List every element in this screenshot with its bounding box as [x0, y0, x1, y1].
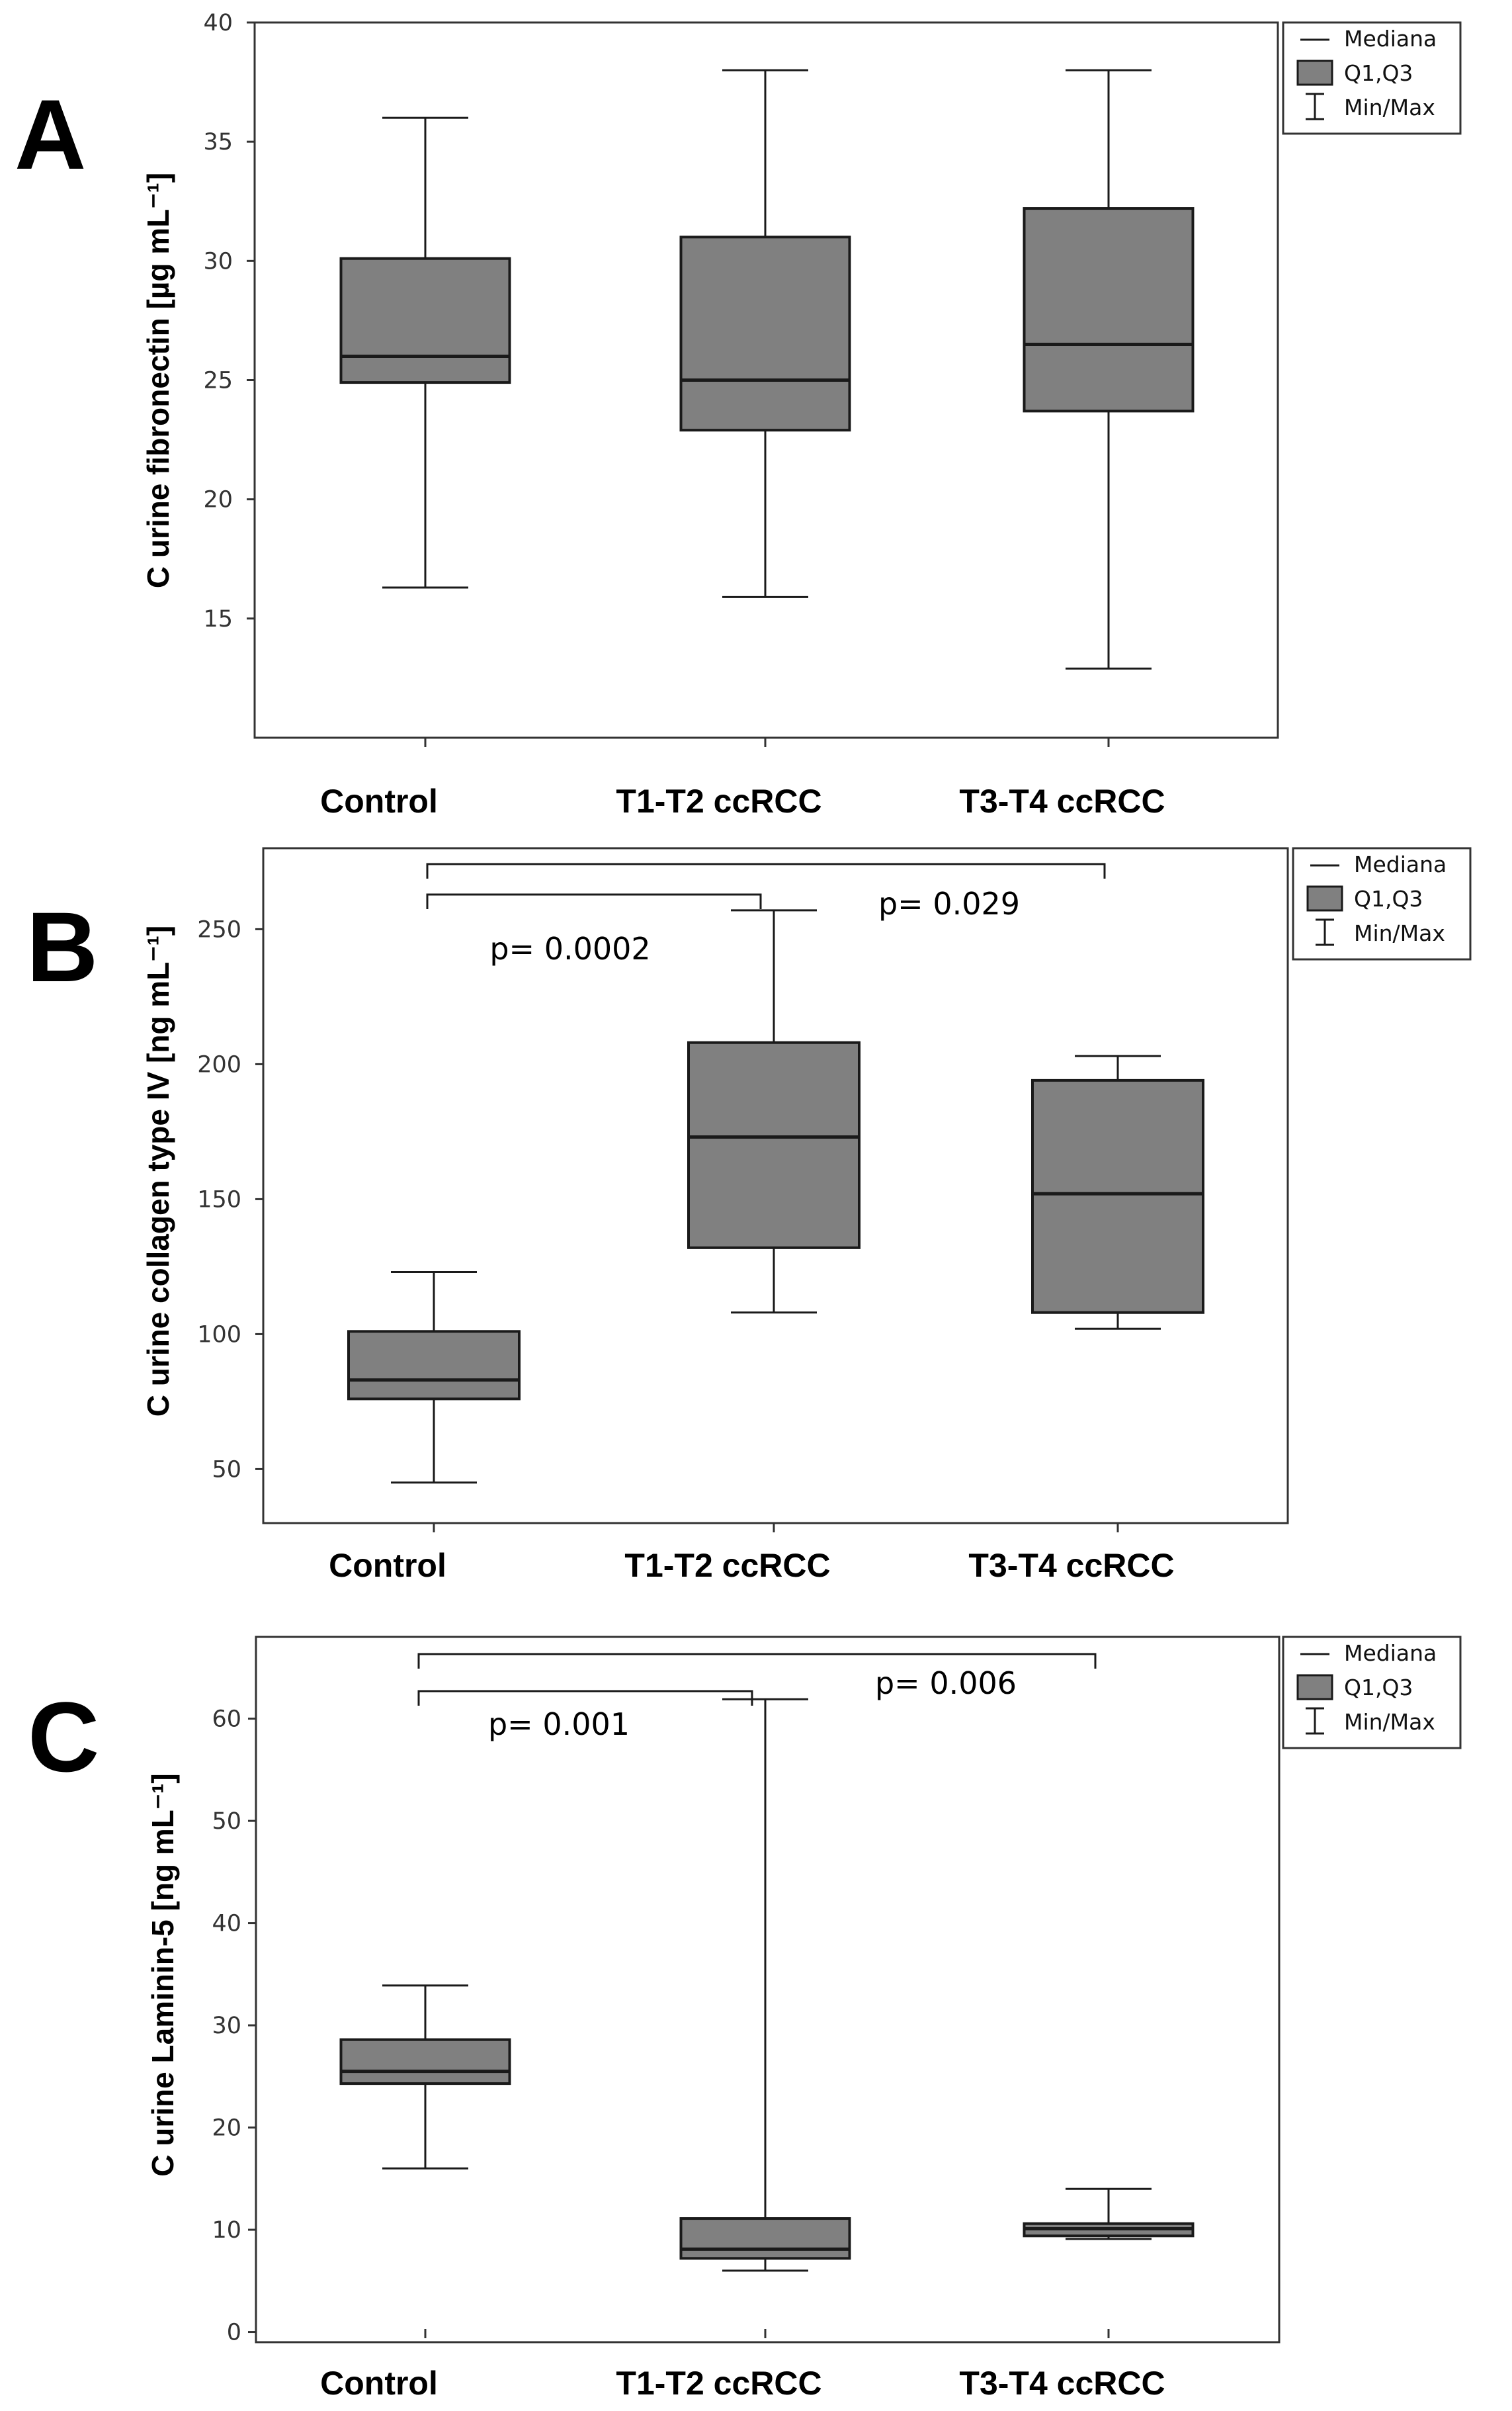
plot-frame [255, 1636, 1281, 2344]
y-tick-label: 30 [212, 2013, 241, 2039]
legend-minmax-swatch [1316, 918, 1334, 946]
legend-box-swatch [1296, 1674, 1333, 1700]
y-tick-label: 10 [212, 2217, 241, 2244]
legend-label: Q1,Q3 [1354, 886, 1423, 912]
y-ticks: 0 10 20 30 40 50 60 [212, 1706, 256, 2346]
iqr-box [339, 257, 511, 384]
box-2 [679, 69, 851, 747]
category-label: T1-T2 ccRCC [616, 2365, 821, 2402]
box-3 [1023, 69, 1195, 747]
y-tick-label: 50 [212, 1456, 241, 1483]
category-label: T1-T2 ccRCC [616, 783, 821, 820]
iqr-box [679, 2217, 851, 2260]
category-label: Control [320, 783, 438, 820]
box-3 [1031, 1055, 1204, 1532]
legend-minmax-swatch [1306, 1707, 1324, 1735]
p-value-label: p= 0.029 [878, 886, 1020, 922]
legend-label: Mediana [1344, 1640, 1437, 1666]
category-label: Control [329, 1547, 446, 1584]
box-1 [347, 1271, 521, 1532]
y-tick-label: 20 [212, 2115, 241, 2142]
boxes [347, 909, 1204, 1532]
iqr-box [339, 2038, 511, 2085]
y-tick-label: 60 [212, 1706, 241, 1733]
legend: Mediana Q1,Q3 Min/Max [1282, 1636, 1462, 1749]
legend-label: Min/Max [1344, 1709, 1435, 1735]
iqr-box [1023, 207, 1195, 413]
y-tick-label: 35 [203, 129, 233, 155]
panel-letter: C [28, 1681, 99, 1792]
panel-letter: B [26, 891, 98, 1002]
category-labels: Control T1-T2 ccRCC T3-T4 ccRCC [320, 2365, 1165, 2402]
y-tick-label: 25 [203, 368, 233, 394]
p-value-label: p= 0.0002 [489, 931, 650, 967]
legend-label: Mediana [1344, 26, 1437, 52]
p-value-label: p= 0.001 [488, 1706, 630, 1742]
category-label: T3-T4 ccRCC [968, 1547, 1174, 1584]
significance-brackets: p= 0.0002 p= 0.029 [426, 863, 1106, 967]
y-tick-label: 150 [197, 1186, 241, 1213]
legend-box-swatch [1296, 60, 1333, 86]
box-1 [339, 1984, 511, 2338]
y-axis-label: C urine collagen type IV [ng mL⁻¹] [141, 926, 175, 1417]
y-tick-label: 50 [212, 1808, 241, 1835]
iqr-box [679, 236, 851, 432]
significance-bracket [426, 863, 1106, 879]
category-label: T3-T4 ccRCC [959, 2365, 1165, 2402]
category-label: T1-T2 ccRCC [624, 1547, 830, 1584]
p-value-label: p= 0.006 [875, 1665, 1017, 1701]
box-2 [679, 1698, 851, 2338]
y-axis-label: C urine fibronectin [µg mL⁻¹] [141, 173, 175, 588]
legend: Mediana Q1,Q3 Min/Max [1292, 847, 1472, 961]
legend-label: Min/Max [1354, 920, 1445, 946]
plot-frame [262, 847, 1289, 1524]
legend-label: Mediana [1354, 852, 1447, 877]
panel-b: B C urine collagen type IV [ng mL⁻¹] 50 1… [26, 847, 1472, 1584]
iqr-box [347, 1330, 521, 1401]
iqr-box [1031, 1078, 1204, 1314]
category-labels: Control T1-T2 ccRCC T3-T4 ccRCC [320, 783, 1165, 820]
y-tick-label: 15 [203, 606, 233, 633]
boxes [339, 69, 1195, 747]
box-3 [1023, 2187, 1195, 2338]
y-tick-label: 20 [203, 487, 233, 513]
box-2 [687, 909, 861, 1532]
legend-label: Q1,Q3 [1344, 60, 1413, 86]
legend-label: Min/Max [1344, 95, 1435, 120]
y-tick-label: 40 [212, 1911, 241, 1937]
panel-letter: A [15, 79, 86, 190]
significance-bracket [417, 1653, 1097, 1669]
significance-brackets: p= 0.001 p= 0.006 [417, 1653, 1097, 1742]
y-tick-label: 250 [197, 916, 241, 943]
y-tick-label: 200 [197, 1051, 241, 1078]
y-tick-label: 100 [197, 1321, 241, 1348]
category-label: T3-T4 ccRCC [959, 783, 1165, 820]
panel-a: A C urine fibronectin [µg mL⁻¹] 15 20 25 30… [15, 10, 1462, 820]
category-label: Control [320, 2365, 438, 2402]
y-tick-label: 0 [227, 2320, 241, 2346]
legend-box-swatch [1306, 885, 1343, 912]
y-tick-label: 40 [203, 10, 233, 36]
legend: Mediana Q1,Q3 Min/Max [1282, 21, 1462, 135]
significance-bracket [426, 893, 762, 909]
y-axis-label: C urine Laminin-5 [ng mL⁻¹] [146, 1773, 180, 2176]
y-ticks: 50 100 150 200 250 [197, 916, 263, 1483]
category-labels: Control T1-T2 ccRCC T3-T4 ccRCC [329, 1547, 1174, 1584]
legend-label: Q1,Q3 [1344, 1675, 1413, 1700]
panel-c: C C urine Laminin-5 [ng mL⁻¹] 0 10 20 30 40 5… [28, 1636, 1462, 2402]
box-1 [339, 116, 511, 747]
significance-bracket [417, 1690, 753, 1706]
y-tick-label: 30 [203, 248, 233, 275]
legend-minmax-swatch [1306, 93, 1324, 120]
boxes [339, 1698, 1195, 2338]
y-ticks: 15 20 25 30 35 40 [203, 10, 255, 633]
iqr-box [687, 1041, 861, 1249]
